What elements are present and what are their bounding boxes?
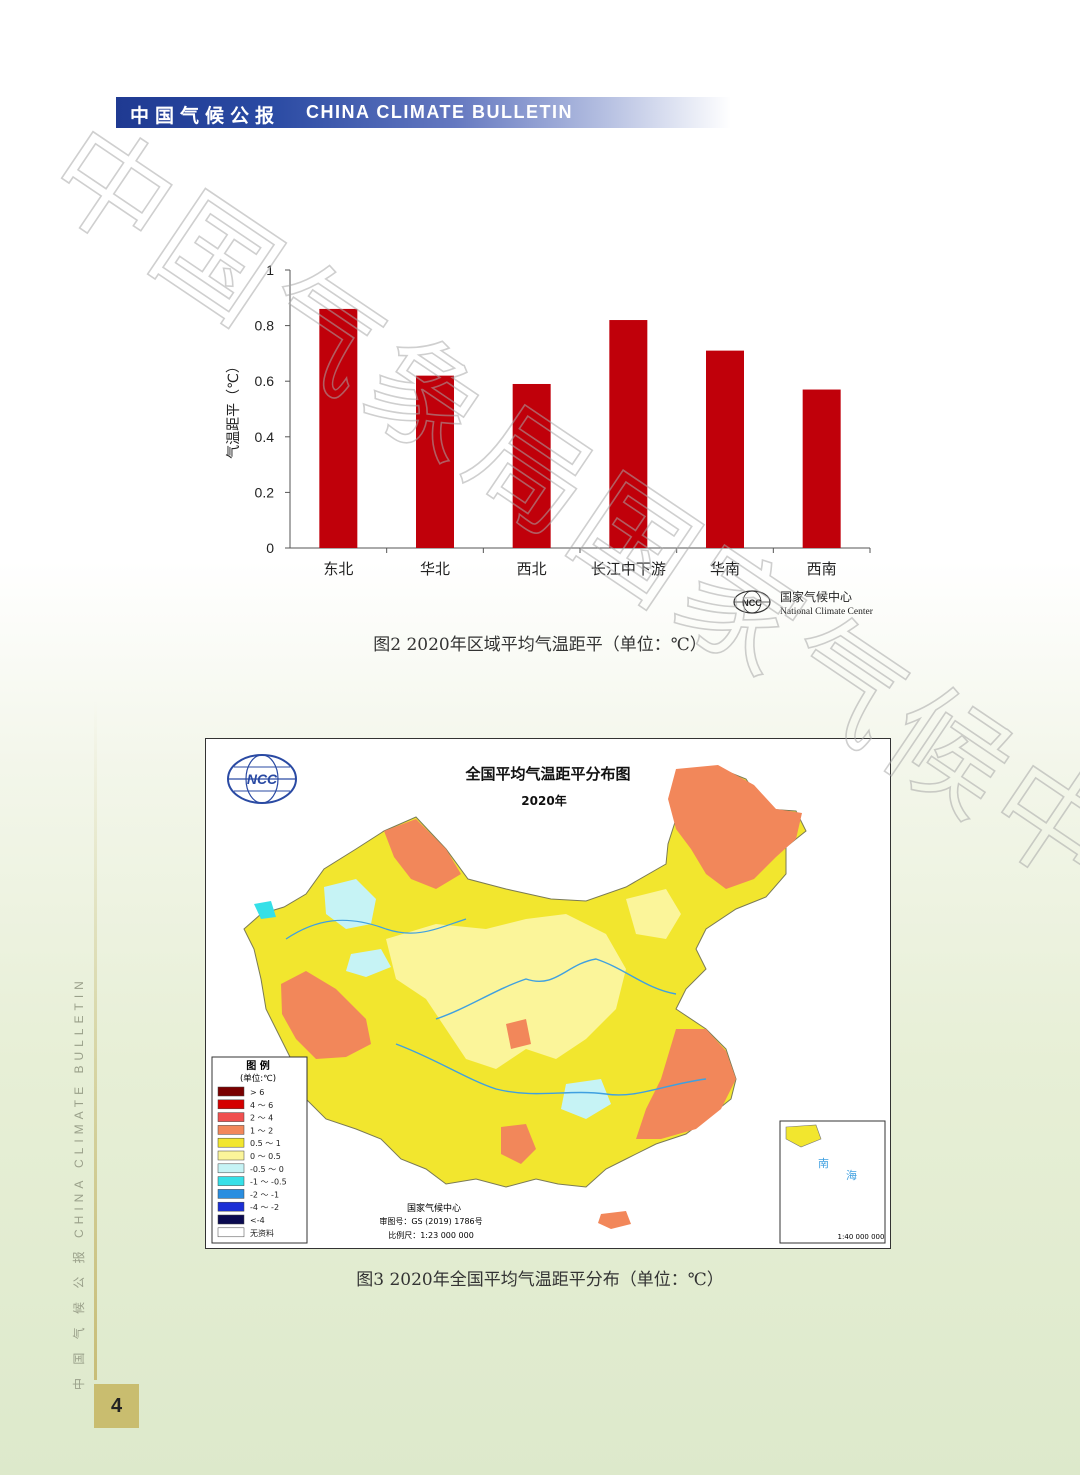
legend-swatch [217, 1201, 245, 1212]
legend-swatch [217, 1176, 245, 1186]
bar [609, 320, 648, 548]
page-number: 4 [94, 1384, 139, 1428]
figure2-caption: 图2 2020年区域平均气温距平（单位：℃） [373, 635, 707, 655]
legend-label: -0.5 ～ 0 [250, 1165, 284, 1174]
map-legend: 图 例 (单位:℃) > 6 4 ～ 6 2 ～ 4 1 ～ 2 0.5 ～ 1 0 ～ … [211, 1056, 308, 1244]
ncc-logo-zh: 国家气候中心 [780, 589, 852, 604]
legend-label: > 6 [250, 1088, 264, 1097]
legend-label: <-4 [250, 1216, 265, 1225]
legend-swatch [217, 1086, 245, 1097]
y-axis-label: 气温距平（℃） [226, 359, 242, 459]
legend-items: > 6 4 ～ 6 2 ～ 4 1 ～ 2 0.5 ～ 1 0 ～ 0.5 -0.5 ～ 0… [217, 1086, 287, 1238]
header-title-en: CHINA CLIMATE BULLETIN [306, 102, 573, 122]
map-credit-3: 比例尺：1:23 000 000 [388, 1230, 474, 1240]
region-0-0.5 [386, 914, 626, 1069]
legend-swatch [217, 1189, 245, 1199]
region-neg-small-4 [254, 901, 276, 919]
inset-scale: 1:40 000 000 [838, 1233, 885, 1241]
region-1-2-west [281, 971, 371, 1059]
legend-swatch [217, 1163, 245, 1174]
header-band: 中国气候公报 CHINA CLIMATE BULLETIN [116, 97, 731, 128]
map-svg: NCC 全国平均气温距平分布图 2020年 图 例 (单位:℃) > 64 ～ [211, 754, 886, 1244]
region-neg-small-2 [346, 949, 391, 977]
region-1-2-north [506, 1019, 531, 1049]
bar [416, 375, 454, 548]
y-tick-label: 0.4 [255, 429, 275, 445]
y-tick-label: 0.6 [255, 373, 275, 389]
region-neg-small-1 [324, 879, 376, 929]
bar [802, 389, 841, 548]
legend-swatch [217, 1137, 245, 1148]
yellow-river [435, 958, 677, 1020]
bar [319, 308, 358, 548]
region-0-0.5-ne [626, 889, 681, 939]
legend-label: -2 ～ -1 [250, 1190, 279, 1199]
map-credit-1: 国家气候中心 [407, 1202, 461, 1214]
legend-swatch [217, 1112, 245, 1122]
region-neg-small-3 [561, 1079, 611, 1119]
region-1-2-northwest [384, 819, 461, 889]
south-china-sea-inset: 南 海 1:40 000 000 [779, 1120, 886, 1244]
y-tick-label: 0.2 [255, 484, 275, 500]
map-credit-2: 审图号：GS (2019) 1786号 [379, 1216, 482, 1226]
legend-label: 无资料 [250, 1228, 274, 1238]
map-year: 2020年 [521, 793, 566, 808]
region-1-2-northeast [668, 765, 802, 889]
legend-label: -4 ～ -2 [250, 1203, 279, 1212]
yangtze-river [395, 1043, 707, 1096]
legend-swatch [217, 1125, 245, 1135]
bar [706, 350, 744, 548]
x-tick-label: 华北 [420, 560, 450, 578]
x-tick-label: 东北 [323, 560, 353, 578]
side-rule [94, 700, 97, 1380]
ncc-logo-mark: NCC [742, 598, 762, 608]
x-tick-label: 西南 [807, 560, 837, 578]
legend-title: 图 例 [246, 1059, 269, 1072]
y-tick-label: 0 [266, 540, 274, 556]
inset-label-2: 海 [846, 1168, 857, 1182]
y-tick-label: 0.8 [255, 318, 275, 334]
map-title: 全国平均气温距平分布图 [464, 765, 630, 783]
side-running-title: 中 国 气 候 公 报 CHINA CLIMATE BULLETIN [72, 976, 86, 1390]
bar [512, 383, 551, 548]
legend-swatch [217, 1214, 245, 1225]
legend-label: 2 ～ 4 [250, 1114, 273, 1123]
legend-label: 4 ～ 6 [250, 1101, 273, 1110]
regional-anomaly-chart: 0 0.2 0.4 0.6 0.8 1 东北 华北 西北 长江中下游 华南 西南 气温距平（℃） [210, 250, 890, 630]
west-river [285, 918, 467, 940]
y-tick-label: 1 [266, 262, 274, 278]
legend-swatch [217, 1150, 245, 1161]
inset-label-1: 南 [818, 1157, 829, 1170]
header-title-zh: 中国气候公报 [130, 105, 281, 127]
legend-label: 0 ～ 0.5 [250, 1152, 281, 1161]
legend-swatch [217, 1099, 245, 1110]
region-1-2-hainan [598, 1211, 631, 1229]
bar-chart-svg: 0 0.2 0.4 0.6 0.8 1 东北 华北 西北 长江中下游 华南 西南 气温距平（℃） [226, 262, 871, 578]
ncc-logo: NCC 国家气候中心 National Climate Center [733, 589, 874, 617]
legend-label: 1 ～ 2 [250, 1126, 273, 1135]
figure3-caption: 图3 2020年全国平均气温距平分布（单位：℃） [356, 1270, 724, 1290]
x-tick-label: 西北 [517, 560, 547, 578]
map-ncc-emblem: NCC [227, 754, 297, 804]
legend-label: -1 ～ -0.5 [250, 1178, 287, 1187]
legend-label: 0.5 ～ 1 [250, 1139, 281, 1148]
region-1-2-sw [501, 1124, 536, 1164]
x-tick-label: 华南 [710, 560, 740, 578]
region-1-2-east [636, 1029, 736, 1139]
ncc-logo-en: National Climate Center [780, 607, 874, 617]
x-tick-label: 长江中下游 [591, 560, 666, 578]
legend-unit: (单位:℃) [240, 1073, 276, 1084]
legend-swatch [217, 1227, 245, 1238]
map-emblem-mark: NCC [247, 771, 278, 787]
